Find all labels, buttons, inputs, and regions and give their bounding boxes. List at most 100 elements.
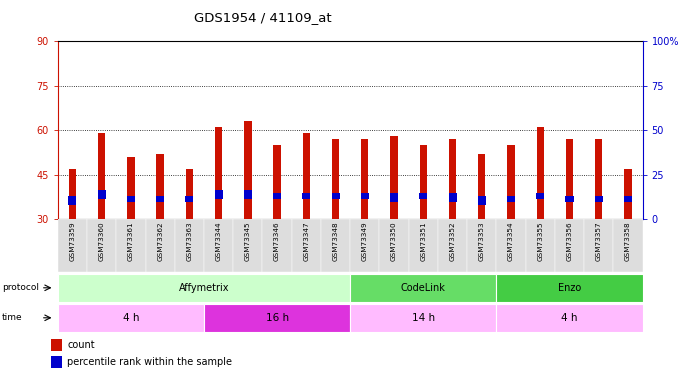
Text: GSM73347: GSM73347 <box>303 221 309 261</box>
Bar <box>215 190 222 199</box>
Text: GSM73363: GSM73363 <box>186 221 192 261</box>
Bar <box>51 356 61 368</box>
Text: GSM73360: GSM73360 <box>99 221 105 261</box>
Bar <box>526 219 555 272</box>
Bar <box>537 128 544 219</box>
Bar <box>98 190 105 199</box>
Bar <box>467 219 496 272</box>
Bar <box>595 196 602 202</box>
Bar <box>390 193 398 202</box>
Bar <box>292 219 321 272</box>
Bar <box>566 139 573 219</box>
Bar <box>87 219 116 272</box>
Bar <box>496 304 643 332</box>
Text: protocol: protocol <box>2 284 39 292</box>
Text: CodeLink: CodeLink <box>401 283 445 293</box>
Bar <box>449 193 456 202</box>
Bar <box>186 169 193 219</box>
Text: Affymetrix: Affymetrix <box>179 283 229 293</box>
Text: 4 h: 4 h <box>561 313 578 323</box>
Bar <box>127 157 135 219</box>
Bar <box>156 196 164 202</box>
Text: GSM73348: GSM73348 <box>333 221 339 261</box>
Bar <box>350 274 496 302</box>
Bar <box>332 139 339 219</box>
Bar <box>233 219 262 272</box>
Text: GSM73349: GSM73349 <box>362 221 368 261</box>
Text: GSM73358: GSM73358 <box>625 221 631 261</box>
Text: 4 h: 4 h <box>122 313 139 323</box>
Bar <box>186 196 193 202</box>
Text: GSM73357: GSM73357 <box>596 221 602 261</box>
Bar <box>98 133 105 219</box>
Text: GSM73350: GSM73350 <box>391 221 397 261</box>
Bar <box>595 139 602 219</box>
Bar <box>69 169 76 219</box>
Bar <box>146 219 175 272</box>
Bar <box>624 196 632 202</box>
Text: GSM73354: GSM73354 <box>508 221 514 261</box>
Bar <box>116 219 146 272</box>
Bar <box>204 219 233 272</box>
Text: 16 h: 16 h <box>265 313 289 323</box>
Text: GDS1954 / 41109_at: GDS1954 / 41109_at <box>194 11 331 24</box>
Text: GSM73362: GSM73362 <box>157 221 163 261</box>
Bar <box>624 169 632 219</box>
Bar <box>478 196 486 204</box>
Text: GSM73355: GSM73355 <box>537 221 543 261</box>
Text: GSM73344: GSM73344 <box>216 221 222 261</box>
Bar <box>332 193 339 199</box>
Text: GSM73351: GSM73351 <box>420 221 426 261</box>
Text: 14 h: 14 h <box>411 313 435 323</box>
Bar <box>361 139 369 219</box>
Text: GSM73359: GSM73359 <box>69 221 75 261</box>
Text: Enzo: Enzo <box>558 283 581 293</box>
Bar <box>273 145 281 219</box>
Bar <box>69 196 76 204</box>
Bar <box>555 219 584 272</box>
Bar <box>51 339 61 351</box>
Bar <box>409 219 438 272</box>
Text: GSM73352: GSM73352 <box>449 221 456 261</box>
Text: time: time <box>2 314 22 322</box>
Bar <box>566 196 573 202</box>
Bar <box>127 196 135 202</box>
Bar <box>420 193 427 199</box>
Bar <box>58 219 87 272</box>
Bar <box>244 122 252 219</box>
Bar <box>420 145 427 219</box>
Text: GSM73346: GSM73346 <box>274 221 280 261</box>
Bar <box>379 219 409 272</box>
Bar <box>156 154 164 219</box>
Bar <box>449 139 456 219</box>
Bar <box>175 219 204 272</box>
Text: GSM73361: GSM73361 <box>128 221 134 261</box>
Bar <box>244 190 252 199</box>
Bar <box>613 219 643 272</box>
Bar <box>350 219 379 272</box>
Bar <box>507 196 515 202</box>
Bar <box>321 219 350 272</box>
Bar <box>496 274 643 302</box>
Text: count: count <box>67 340 95 350</box>
Bar <box>537 193 544 199</box>
Bar <box>204 304 350 332</box>
Bar <box>361 193 369 199</box>
Bar <box>58 304 204 332</box>
Bar <box>303 193 310 199</box>
Bar <box>262 219 292 272</box>
Bar <box>438 219 467 272</box>
Text: GSM73353: GSM73353 <box>479 221 485 261</box>
Bar <box>496 219 526 272</box>
Bar <box>273 193 281 199</box>
Text: GSM73345: GSM73345 <box>245 221 251 261</box>
Bar <box>215 128 222 219</box>
Bar <box>507 145 515 219</box>
Text: GSM73356: GSM73356 <box>566 221 573 261</box>
Bar <box>478 154 486 219</box>
Bar <box>584 219 613 272</box>
Text: percentile rank within the sample: percentile rank within the sample <box>67 357 233 367</box>
Bar <box>390 136 398 219</box>
Bar <box>350 304 496 332</box>
Bar <box>303 133 310 219</box>
